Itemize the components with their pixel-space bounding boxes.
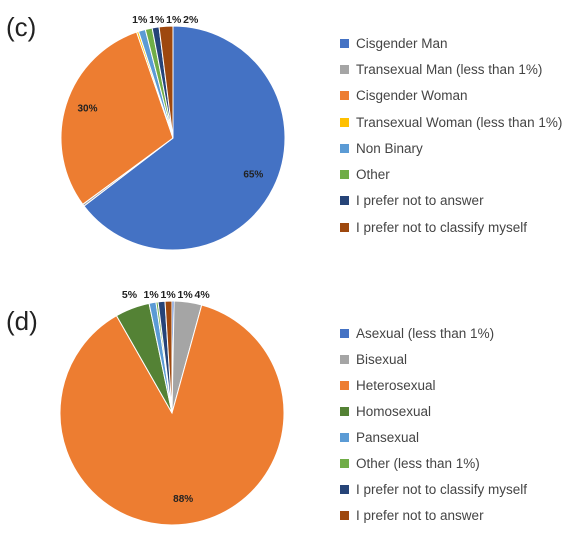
legend-item-cisgender-man: Cisgender Man: [340, 30, 562, 56]
pie-slice-i-prefer-not-to-answer: [164, 300, 173, 414]
data-label-pansexual: 1%: [144, 289, 160, 301]
legend-item-i-prefer-not-to-classify-myself: I prefer not to classify myself: [340, 476, 527, 502]
legend-swatch: [340, 510, 349, 520]
legend-label: Cisgender Man: [356, 35, 448, 51]
legend-item-i-prefer-not-to-answer: I prefer not to answer: [340, 188, 562, 214]
legend-item-asexual-less-than-1: Asexual (less than 1%): [340, 320, 527, 346]
legend-swatch: [340, 196, 349, 206]
panel-label-c: (c): [6, 12, 37, 42]
legend-item-non-binary: Non Binary: [340, 135, 562, 161]
legend-label: Transexual Man (less than 1%): [356, 61, 543, 77]
legend-label: Transexual Woman (less than 1%): [356, 114, 563, 130]
data-label-i-prefer-not-to-answer: 1%: [178, 289, 194, 301]
data-label-homosexual: 5%: [122, 289, 138, 301]
legend-label: Heterosexual: [356, 377, 436, 393]
legend-label: I prefer not to answer: [356, 193, 484, 209]
legend-gender: Cisgender Man Transexual Man (less than 1…: [340, 30, 562, 240]
legend-label: Other: [356, 167, 390, 183]
legend-item-transexual-man-less-than-1: Transexual Man (less than 1%): [340, 56, 562, 82]
legend-item-other-less-than-1: Other (less than 1%): [340, 450, 527, 476]
legend-swatch: [340, 354, 349, 364]
legend-swatch: [340, 143, 349, 153]
legend-swatch: [340, 38, 349, 48]
legend-label: I prefer not to answer: [356, 507, 484, 523]
legend-label: Pansexual: [356, 429, 420, 445]
legend-item-other: Other: [340, 161, 562, 187]
legend-swatch: [340, 432, 349, 442]
data-label-i-prefer-not-to-classify-myself: 1%: [161, 289, 177, 301]
legend-label: Non Binary: [356, 140, 423, 156]
data-label-cisgender-woman: 30%: [77, 103, 97, 114]
legend-label: Cisgender Woman: [356, 88, 468, 104]
legend-orientation: Asexual (less than 1%) Bisexual Heterosexu…: [340, 320, 527, 528]
legend-swatch: [340, 222, 349, 232]
data-label-i-prefer-not-to-classify-myself: 2%: [183, 14, 199, 26]
pie-chart-gender: 65%30%1% 1% 1% 2%: [60, 14, 286, 251]
legend-swatch: [340, 406, 349, 416]
legend-item-cisgender-woman: Cisgender Woman: [340, 83, 562, 109]
legend-label: Homosexual: [356, 403, 432, 419]
legend-swatch: [340, 380, 349, 390]
legend-swatch: [340, 117, 349, 127]
data-label-other: 1%: [149, 14, 165, 26]
legend-item-i-prefer-not-to-classify-myself: I prefer not to classify myself: [340, 214, 562, 240]
chart-panel-c: 65% 30% 1% 1% 1% 2% (c) Cisgender Man Transexu…: [0, 0, 583, 270]
legend-item-heterosexual: Heterosexual: [340, 372, 527, 398]
legend-swatch: [340, 64, 349, 74]
legend-swatch: [340, 458, 349, 468]
legend-swatch: [340, 170, 349, 180]
pie-slice-cisgender-man: [83, 25, 286, 251]
legend-label: I prefer not to classify myself: [356, 481, 528, 497]
legend-label: Other (less than 1%): [356, 455, 480, 471]
pie-chart-orientation: 4%88%5% 1% 1% 1%: [59, 289, 285, 526]
legend-item-bisexual: Bisexual: [340, 346, 527, 372]
data-label-bisexual: 4%: [195, 289, 211, 301]
panel-label-d: (d): [6, 306, 38, 336]
data-label-i-prefer-not-to-answer: 1%: [166, 14, 182, 26]
pie-slice-i-prefer-not-to-classify-myself: [158, 25, 174, 139]
pie-slice-heterosexual: [59, 304, 285, 526]
legend-swatch: [340, 91, 349, 101]
legend-swatch: [340, 328, 349, 338]
legend-label: Asexual (less than 1%): [356, 325, 495, 341]
legend-item-pansexual: Pansexual: [340, 424, 527, 450]
chart-panel-d: 4% 88% 5% 1% 1% 1% (d) Asexual (less than 1%)…: [0, 270, 583, 542]
legend-label: Bisexual: [356, 351, 408, 367]
pie-slice-cisgender-woman: [60, 31, 174, 206]
data-label-cisgender-man: 65%: [243, 170, 263, 181]
data-label-heterosexual: 88%: [173, 494, 193, 505]
legend-item-homosexual: Homosexual: [340, 398, 527, 424]
legend-item-i-prefer-not-to-answer: I prefer not to answer: [340, 502, 527, 528]
legend-item-transexual-woman-less-than-1: Transexual Woman (less than 1%): [340, 109, 562, 135]
legend-swatch: [340, 484, 349, 494]
data-label-non-binary: 1%: [132, 14, 148, 26]
legend-label: I prefer not to classify myself: [356, 219, 528, 235]
